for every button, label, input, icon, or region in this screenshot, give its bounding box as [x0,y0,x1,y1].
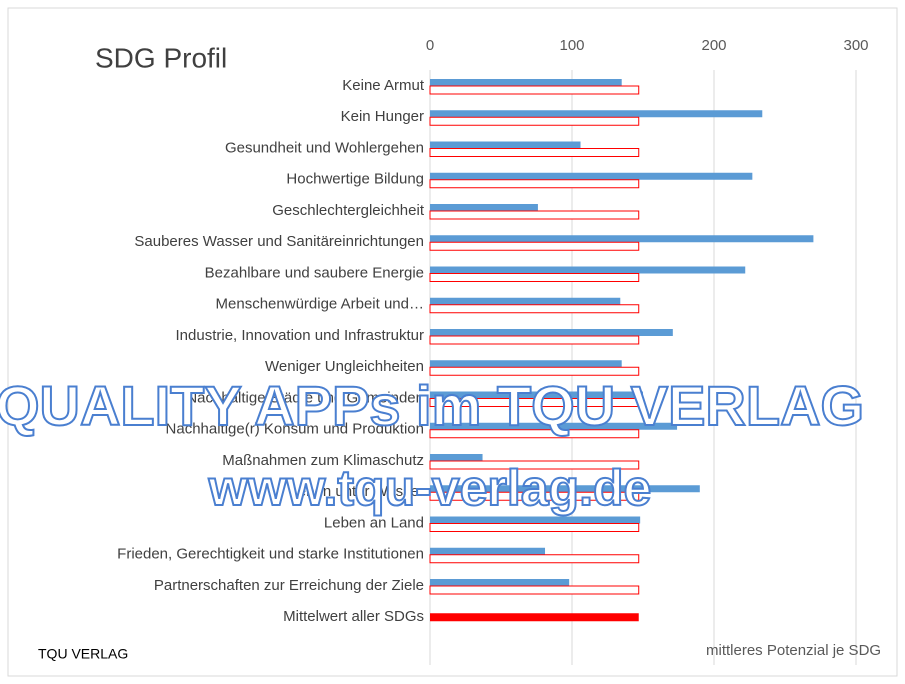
bar [430,422,678,430]
bar [430,297,621,305]
bar [430,579,570,586]
bar [429,335,640,345]
x-tick-label: 300 [843,37,868,54]
bar [430,266,746,274]
bar [430,110,763,118]
bar [430,235,814,243]
y-tick-label: Frieden, Gerechtigkeit und starke Instit… [117,546,424,563]
bar [430,485,700,493]
y-tick-label: Geschlechtergleichheit [272,202,425,219]
bar [429,148,640,157]
bar [429,554,640,564]
bar [430,547,546,555]
bar [429,210,640,220]
x-tick-label: 0 [426,37,434,54]
x-tick-label: 200 [701,37,726,54]
y-tick-label: Sauberes Wasser und Sanitäreinrichtungen [134,233,424,250]
bar [429,366,640,376]
y-tick-label: Leben unter Wasser [289,483,424,500]
y-tick-label: Nachhaltige Städte und Gemeinden [186,389,424,406]
watermark: QUALITY APPs im TQU VERLAG [0,374,864,437]
chart-title: SDG Profil [95,42,227,73]
bar [429,304,640,314]
x-axis-label: mittleres Potenzial je SDG [706,642,881,659]
y-tick-label: Bezahlbare und saubere Energie [205,264,424,281]
bar [430,79,622,86]
bar [430,613,639,622]
bar [429,241,640,251]
y-tick-label: Partnerschaften zur Erreichung der Ziele [154,577,424,594]
bar [430,141,581,149]
x-tick-label: 100 [559,37,584,54]
y-tick-label: Keine Armut [342,77,425,94]
bar [430,391,643,399]
bar [429,585,640,595]
y-tick-label: Gesundheit und Wohlergehen [225,139,424,156]
bar [429,398,640,407]
bar [429,523,640,532]
bar [430,329,673,336]
watermark: www.tqu-verlag.de [208,460,652,516]
bar [429,179,640,189]
y-tick-label: Maßnahmen zum Klimaschutz [222,452,424,469]
bar [429,273,640,282]
y-tick-label: Hochwertige Bildung [286,171,424,188]
y-tick-label: Mittelwert aller SDGs [283,608,424,625]
footer-text: TQU VERLAG [38,646,128,662]
bar [429,460,640,470]
y-tick-label: Kein Hunger [341,108,424,125]
bar [430,516,641,524]
bar [430,454,483,461]
bar [429,116,640,126]
bar [429,491,640,501]
bar [430,360,622,368]
y-tick-label: Nachhaltige(r) Konsum und Produktion [166,421,424,438]
y-tick-label: Industrie, Innovation und Infrastruktur [176,327,424,344]
y-tick-label: Leben an Land [324,514,424,531]
bar [430,172,753,180]
bar [430,204,538,211]
y-tick-label: Menschenwürdige Arbeit und… [216,296,424,313]
bar [429,429,640,439]
y-tick-label: Weniger Ungleichheiten [265,358,424,375]
bar [429,85,640,95]
